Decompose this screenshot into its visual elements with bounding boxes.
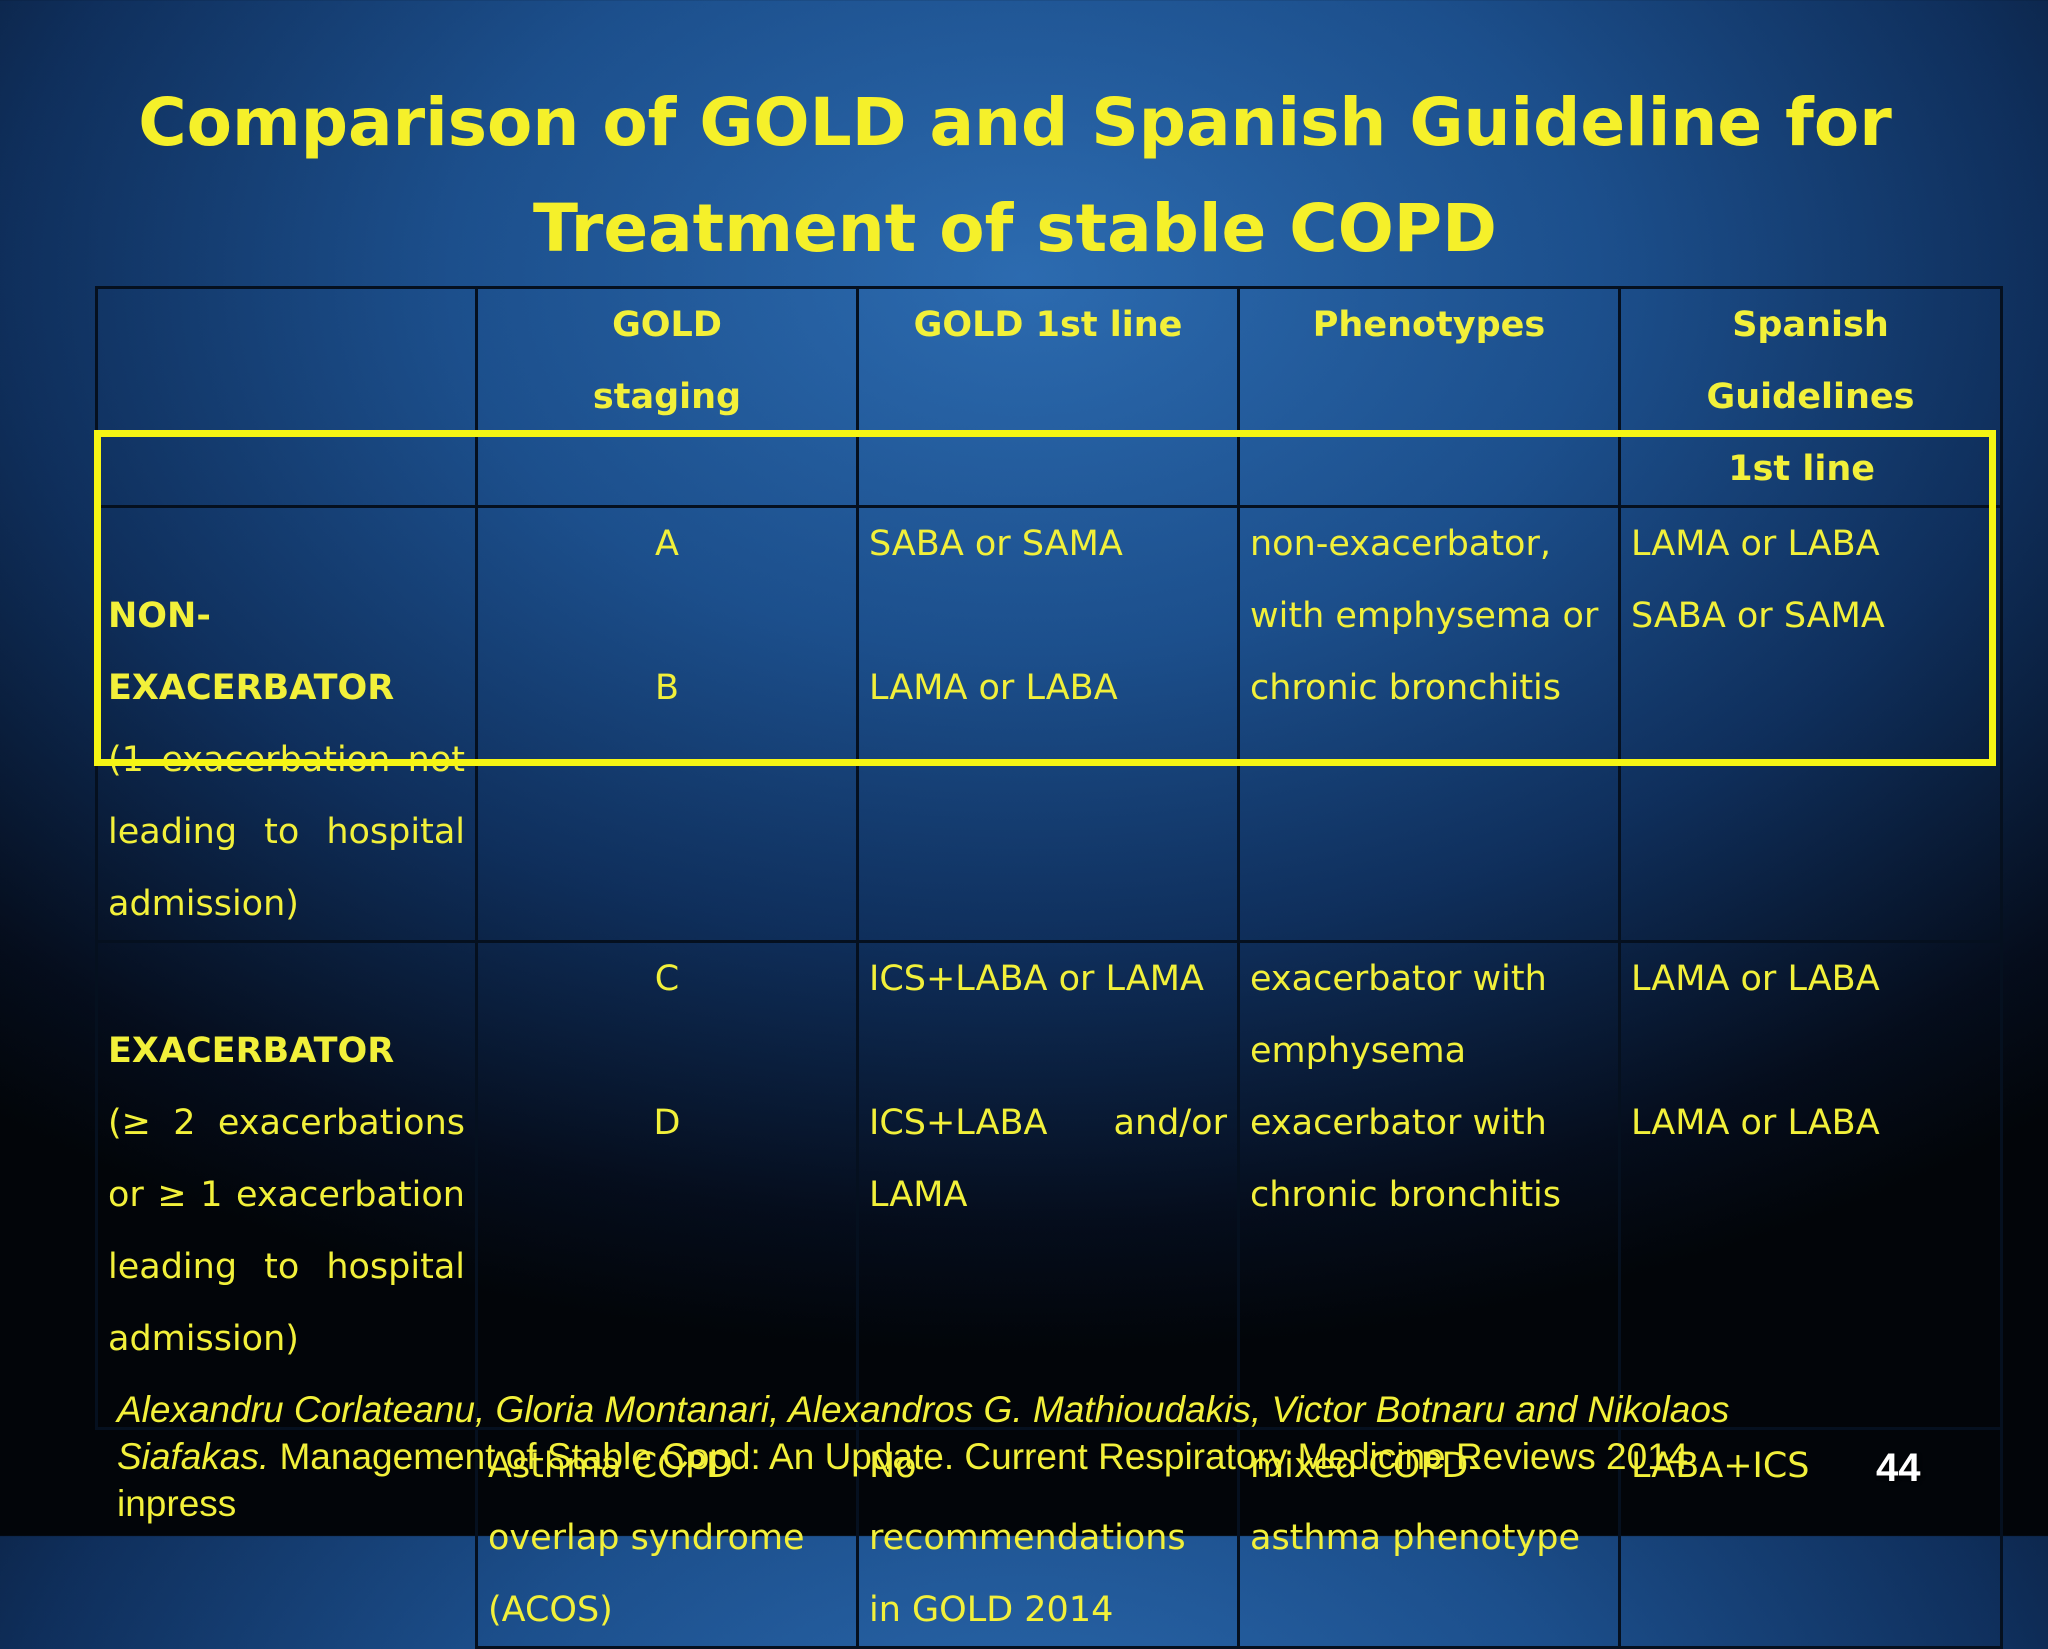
header-gold-staging: GOLD staging <box>475 286 859 508</box>
gold-treatment-c: ICS+LABA or LAMA <box>869 959 1204 999</box>
header-spanish-guidelines: Spanish Guidelines 1st line <box>1618 286 2003 508</box>
slide-title-line2: Treatment of stable COPD <box>533 190 1497 267</box>
gold-cell-ab: SABA or SAMA LAMA or LABA <box>856 505 1240 943</box>
header-gold-first-line: GOLD 1st line <box>856 286 1240 508</box>
page-number: 44 <box>1876 1446 1921 1490</box>
phenotype-cell-ab: non-exacerbator, with emphysema or chron… <box>1237 505 1621 943</box>
spanish-treatment-c: LAMA or LABA <box>1631 959 1880 999</box>
citation: Alexandru Corlateanu, Gloria Montanari, … <box>117 1386 1757 1527</box>
group-label-non-exacerbator: NON-EXACERBATOR <box>108 596 395 708</box>
header-spanish-line1: Spanish Guidelines <box>1706 305 1915 417</box>
table-row-non-exacerbator: NON-EXACERBATOR (1 exacerbation not lead… <box>95 505 2003 943</box>
gold-treatment-d: ICS+LABA and/or <box>869 1087 1227 1159</box>
gold-treatment-a: SABA or SAMA <box>869 524 1123 564</box>
stage-a: A <box>655 524 679 564</box>
spanish-cell-cd: LAMA or LABA LAMA or LABA <box>1618 940 2003 1430</box>
citation-reference: Management of Stable Copd: An Update. Cu… <box>117 1436 1689 1524</box>
group-cell-exacerbator: EXACERBATOR (≥ 2 exacerbations or ≥ 1 ex… <box>95 940 478 1430</box>
slide-title: Comparison of GOLD and Spanish Guideline… <box>0 70 2030 282</box>
stage-cell-ab: A B <box>475 505 859 943</box>
gold-cell-cd: ICS+LABA or LAMA ICS+LABA and/or LAMA <box>856 940 1240 1430</box>
stage-d: D <box>653 1103 681 1143</box>
header-phenotypes: Phenotypes <box>1237 286 1621 508</box>
header-empty-cell <box>95 286 478 508</box>
stage-b: B <box>654 668 679 708</box>
slide-title-line1: Comparison of GOLD and Spanish Guideline… <box>138 84 1892 161</box>
gold-treatment-b: LAMA or LABA <box>869 668 1118 708</box>
group-cell-non-exacerbator: NON-EXACERBATOR (1 exacerbation not lead… <box>95 505 478 943</box>
spanish-cell-ab: LAMA or LABA SABA or SAMA <box>1618 505 2003 943</box>
table-header-row: GOLD staging GOLD 1st line Phenotypes Sp… <box>95 286 2003 508</box>
header-spanish-line2: 1st line <box>1728 449 1875 489</box>
group-desc-non-exacerbator: (1 exacerbation not leading to hospital … <box>108 740 465 924</box>
spanish-treatment-d: LAMA or LABA <box>1631 1103 1880 1143</box>
phenotype-c: exacerbator with emphysema <box>1250 959 1547 1071</box>
stage-c: C <box>654 959 680 999</box>
phenotype-d: exacerbator with chronic bronchitis <box>1250 1103 1562 1215</box>
group-label-exacerbator: EXACERBATOR <box>108 1031 395 1071</box>
spanish-treatment-2: SABA or SAMA <box>1631 596 1885 636</box>
group-desc-exacerbator: (≥ 2 exacerbations or ≥ 1 exacerbation l… <box>108 1103 465 1359</box>
gold-treatment-d-part1: ICS+LABA <box>869 1103 1048 1143</box>
stage-cell-cd: C D <box>475 940 859 1430</box>
citation-authors: Alexandru Corlateanu, Gloria Montanari, … <box>117 1389 1730 1477</box>
table-row-exacerbator: EXACERBATOR (≥ 2 exacerbations or ≥ 1 ex… <box>95 940 2003 1430</box>
gold-treatment-d-part3: LAMA <box>869 1175 968 1215</box>
phenotype-cell-cd: exacerbator with emphysema exacerbator w… <box>1237 940 1621 1430</box>
header-gold-staging-line2: staging <box>592 377 742 417</box>
spanish-treatment-1: LAMA or LABA <box>1631 524 1880 564</box>
header-gold-staging-line1: GOLD <box>612 305 722 345</box>
gold-treatment-d-part2: and/or <box>1113 1103 1227 1143</box>
